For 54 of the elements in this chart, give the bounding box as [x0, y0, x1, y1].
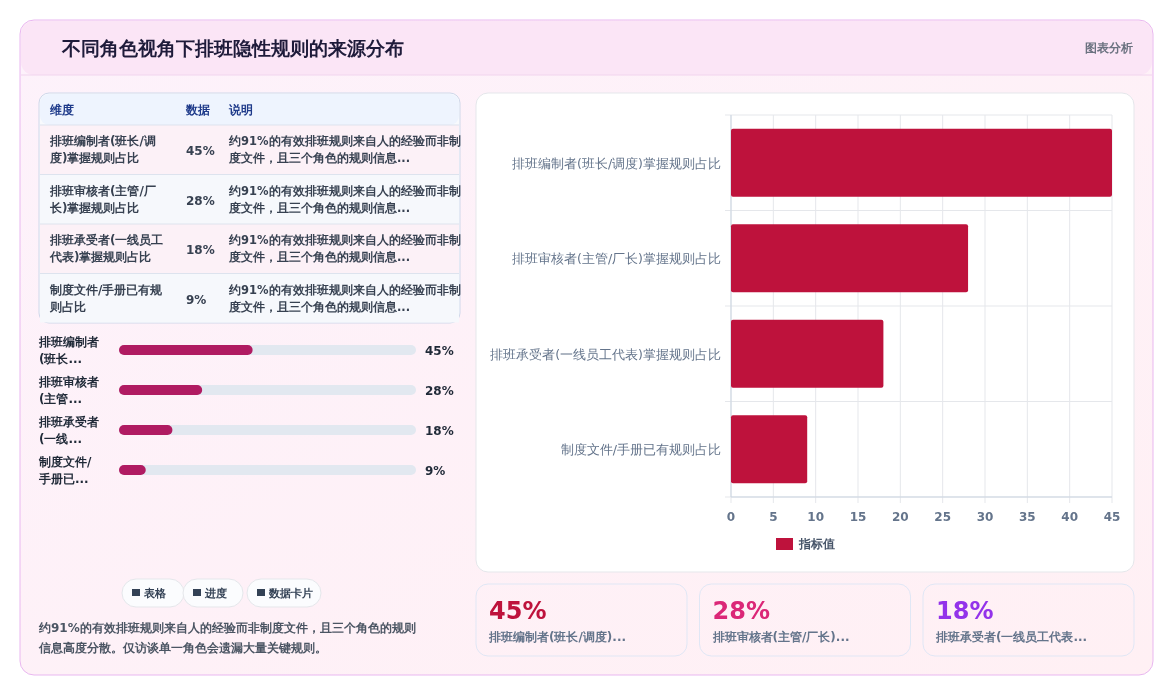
category-label: 排班承受者(一线员工代表)掌握规则占比 [49, 233, 164, 264]
text: 不同角色视角下排班隐性规则的来源分布 [61, 37, 404, 59]
category-label: 排班审核者(主管/厂长)掌握规则占比 [49, 183, 156, 215]
data-label: 9% [186, 292, 207, 307]
x-tick-label: 35 [1018, 510, 1036, 524]
category-label: 排班审核者(主管... [38, 375, 99, 406]
bar [731, 415, 808, 484]
x-tick-label: 25 [934, 510, 952, 524]
category-label: 排班承受者(一线... [38, 415, 99, 446]
x-tick-label: 15 [849, 510, 867, 524]
y-tick-label: 排班编制者(班长/调度)掌握规则占比 [512, 155, 721, 171]
x-tick-label: 10 [807, 510, 825, 524]
text: 图表分析 [1085, 41, 1133, 55]
text: 约91%的有效排班规则来自人的经验而非制度文件，且三个角色的规则信息... [229, 183, 461, 215]
data-label: 9% [425, 464, 446, 478]
bar [731, 224, 969, 293]
text: 约91%的有效排班规则来自人的经验而非制度文件，且三个角色的规则信息... [228, 134, 461, 165]
text: 约91%的有效排班规则来自人的经验而非制度文件，且三个角色的规则信息高度分散。仅访谈单一角色会遗漏大量关键规则。 [38, 621, 416, 655]
text: 说明 [228, 103, 253, 117]
x-tick-label: 30 [976, 510, 994, 524]
data-label: 45% [186, 144, 215, 158]
category-label: 排班审核者(主管/厂长)... [711, 630, 850, 644]
data-label: 45% [489, 597, 547, 625]
category-label: 排班编制者(班长/调度)掌握规则占比 [49, 134, 156, 165]
y-tick-label: 排班审核者(主管/厂长)掌握规则占比 [512, 251, 721, 267]
bar [731, 128, 1112, 197]
text: 进度 [204, 587, 227, 600]
data-label: 18% [186, 243, 215, 257]
category-label: 制度文件/手册已有规则占比 [49, 282, 164, 314]
x-tick-label: 45 [1103, 510, 1121, 524]
text: 数据卡片 [268, 587, 313, 600]
data-label: 28% [425, 384, 454, 398]
x-tick-label: 20 [891, 510, 909, 524]
text: 约91%的有效排班规则来自人的经验而非制度文件，且三个角色的规则信息... [229, 233, 461, 264]
y-tick-label: 排班承受者(一线员工代表)掌握规则占比 [490, 346, 721, 362]
legend-label: 指标值 [798, 537, 835, 551]
data-label: 18% [936, 597, 994, 625]
text: 数据 [185, 103, 210, 117]
x-tick-label: 0 [726, 510, 736, 524]
x-tick-label: 40 [1061, 510, 1079, 524]
bar [731, 319, 884, 388]
data-label: 18% [425, 424, 454, 438]
category-label: 排班编制者(班长... [38, 335, 99, 366]
x-tick-label: 5 [769, 510, 778, 524]
category-label: 制度文件/手册已... [38, 455, 92, 486]
text: 约91%的有效排班规则来自人的经验而非制度文件，且三个角色的规则信息... [229, 282, 461, 314]
category-label: 排班编制者(班长/调度)... [488, 630, 627, 644]
category-label: 排班承受者(一线员工代表... [935, 630, 1088, 644]
text: 维度 [49, 103, 74, 117]
y-tick-label: 制度文件/手册已有规则占比 [560, 442, 721, 458]
data-label: 45% [425, 344, 454, 358]
text: 表格 [143, 587, 167, 600]
data-label: 28% [712, 597, 770, 625]
data-label: 28% [186, 193, 215, 208]
